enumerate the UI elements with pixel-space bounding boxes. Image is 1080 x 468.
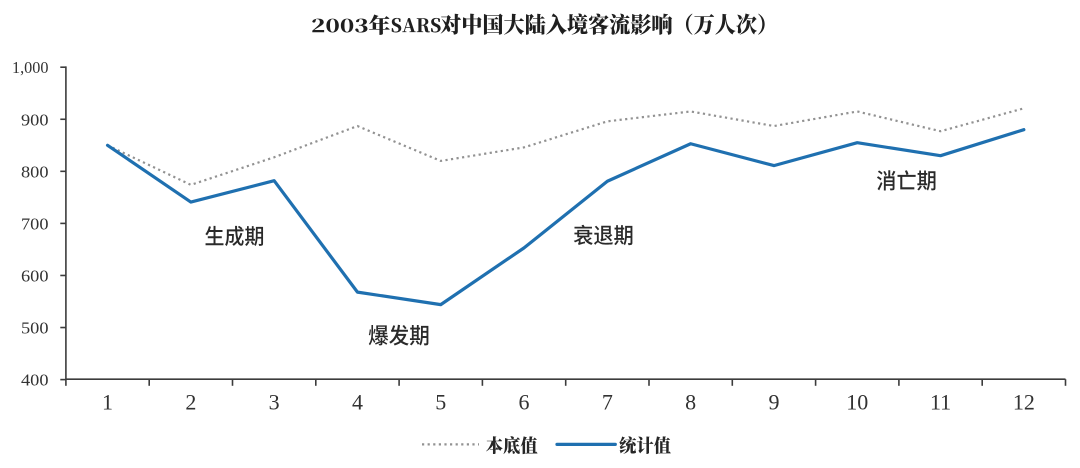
svg-text:500: 500 — [21, 319, 49, 338]
svg-text:6: 6 — [519, 390, 530, 415]
svg-text:1,000: 1,000 — [12, 58, 49, 77]
svg-text:900: 900 — [21, 110, 49, 129]
svg-text:11: 11 — [930, 390, 951, 415]
svg-text:12: 12 — [1013, 390, 1035, 415]
svg-text:2: 2 — [185, 390, 196, 415]
svg-text:8: 8 — [685, 390, 696, 415]
svg-text:3: 3 — [269, 390, 280, 415]
svg-text:4: 4 — [352, 390, 363, 415]
svg-text:9: 9 — [768, 390, 779, 415]
svg-text:800: 800 — [21, 162, 49, 181]
svg-text:5: 5 — [435, 390, 446, 415]
svg-text:700: 700 — [21, 214, 49, 233]
svg-text:1: 1 — [102, 390, 113, 415]
svg-text:10: 10 — [846, 390, 868, 415]
svg-text:7: 7 — [602, 390, 613, 415]
svg-text:400: 400 — [21, 371, 49, 390]
svg-text:600: 600 — [21, 266, 49, 285]
